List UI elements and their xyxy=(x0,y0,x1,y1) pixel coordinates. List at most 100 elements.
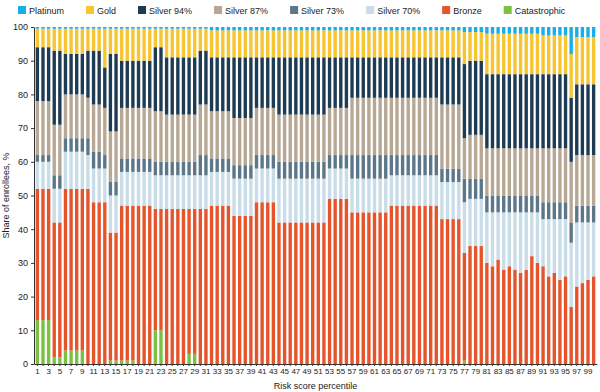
legend-swatch xyxy=(18,6,26,14)
bar-segment xyxy=(182,29,185,58)
bar-segment xyxy=(423,155,426,175)
bar-segment xyxy=(266,30,269,57)
bar-segment xyxy=(435,57,438,97)
bar-segment xyxy=(322,179,325,223)
bar-segment xyxy=(485,27,488,34)
bar-segment xyxy=(260,155,263,168)
x-tick-mark xyxy=(436,364,437,366)
bar-segment xyxy=(356,27,359,30)
bar-segment xyxy=(502,196,505,213)
series-bars xyxy=(36,189,596,364)
bar-segment xyxy=(137,108,140,159)
bar-segment xyxy=(97,152,100,169)
bar-segment xyxy=(36,101,39,155)
x-tick xyxy=(368,364,369,366)
bar-segment xyxy=(58,51,61,125)
x-tick-mark xyxy=(554,364,555,366)
x-tick xyxy=(256,364,257,366)
bar-segment xyxy=(581,155,584,206)
bar-segment xyxy=(333,199,336,364)
bar-segment xyxy=(345,155,348,168)
x-tick-mark xyxy=(318,364,319,366)
x-tick-mark xyxy=(323,364,324,366)
bar-segment xyxy=(311,30,314,57)
bar-segment xyxy=(491,27,494,34)
bar-segment xyxy=(378,57,381,97)
bar-segment xyxy=(227,206,230,364)
bar-segment xyxy=(547,27,550,35)
bar-segment xyxy=(457,105,460,169)
bar-segment xyxy=(339,108,342,155)
x-tick-label: 87 xyxy=(516,367,525,376)
bar-segment xyxy=(322,115,325,162)
bar-segment xyxy=(142,172,145,206)
bar-segment xyxy=(373,155,376,179)
bar-segment xyxy=(255,108,258,155)
bar-segment xyxy=(592,155,595,206)
bar-segment xyxy=(86,155,89,189)
x-tick-label: 69 xyxy=(415,367,424,376)
y-tick-label: 100 xyxy=(13,22,28,32)
bar-segment xyxy=(496,212,499,259)
bar-segment xyxy=(586,155,589,206)
bar-segment xyxy=(260,27,263,30)
bar-segment xyxy=(485,263,488,364)
bar-segment xyxy=(581,37,584,84)
bar-segment xyxy=(378,98,381,155)
bar-segment xyxy=(407,30,410,57)
bar-segment xyxy=(260,169,263,203)
y-axis-title: Share of enrollees, % xyxy=(1,152,11,238)
bar-segment xyxy=(148,206,151,364)
x-tick-mark xyxy=(368,364,369,366)
x-tick-mark xyxy=(71,364,72,366)
y-tick-label: 70 xyxy=(18,123,28,133)
bar-segment xyxy=(474,135,477,179)
x-tick xyxy=(537,364,538,366)
legend-item: Silver 70% xyxy=(366,6,420,16)
x-tick xyxy=(593,364,594,366)
bar-segment xyxy=(311,222,314,364)
bar-segment xyxy=(496,27,499,34)
bar-segment xyxy=(418,30,421,57)
bar-segment xyxy=(480,32,483,61)
bar-segment xyxy=(575,206,578,223)
bar-segment xyxy=(300,30,303,57)
y-tick: 70 xyxy=(18,123,34,133)
bar-segment xyxy=(569,307,572,364)
bar-segment xyxy=(75,94,78,138)
bar-segment xyxy=(53,222,56,357)
x-tick xyxy=(380,364,381,366)
bar-segment xyxy=(255,27,258,30)
bar-segment xyxy=(339,199,342,364)
bar-segment xyxy=(53,175,56,188)
bar-segment xyxy=(244,57,247,118)
bar-segment xyxy=(227,158,230,171)
y-tick-label: 20 xyxy=(18,292,28,302)
bar-segment xyxy=(547,148,550,202)
x-tick-label: 79 xyxy=(471,367,480,376)
bar-segment xyxy=(187,209,190,354)
x-tick-mark xyxy=(419,364,420,366)
y-tick-mark xyxy=(31,330,34,331)
y-tick-label: 10 xyxy=(18,326,28,336)
bar-segment xyxy=(390,98,393,155)
bar-segment xyxy=(165,162,168,175)
x-tick-mark xyxy=(245,364,246,366)
x-tick xyxy=(166,364,167,366)
bar-segment xyxy=(564,202,567,219)
y-tick: 50 xyxy=(18,191,34,201)
bar-segment xyxy=(485,212,488,263)
bar-segment xyxy=(558,74,561,148)
x-tick xyxy=(290,364,291,366)
bar-segment xyxy=(390,27,393,30)
bar-segment xyxy=(367,98,370,155)
x-tick-mark xyxy=(486,364,487,366)
bar-segment xyxy=(92,152,95,169)
legend-label: Gold xyxy=(97,6,116,16)
x-tick-mark xyxy=(492,364,493,366)
bar-segment xyxy=(356,30,359,57)
bar-segment xyxy=(47,162,50,189)
bar-segment xyxy=(210,158,213,171)
x-tick-mark xyxy=(593,364,594,366)
x-tick: 93 xyxy=(550,364,559,376)
